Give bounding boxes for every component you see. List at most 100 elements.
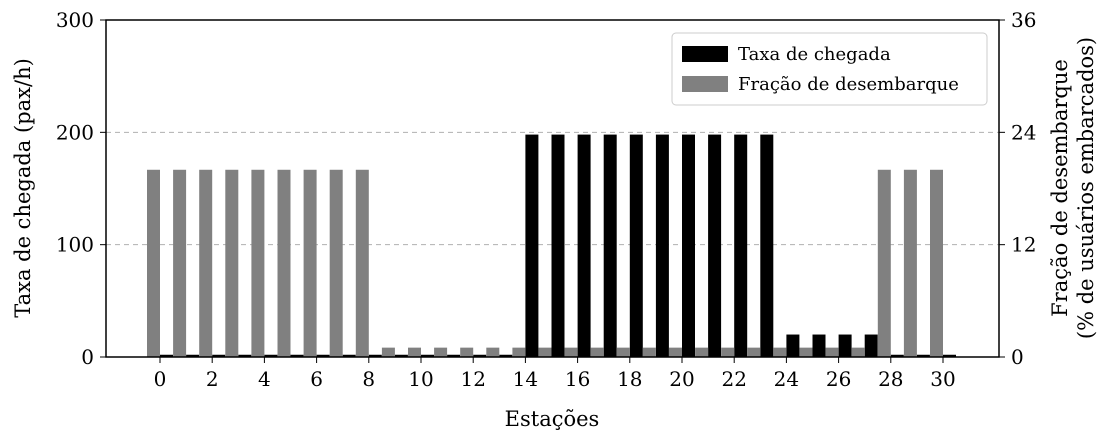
- bar-fracao-de-desembarque: [564, 347, 578, 357]
- bar-taxa-de-chegada: [551, 134, 565, 357]
- x-tick-label: 30: [930, 367, 955, 391]
- bar-taxa-de-chegada: [342, 354, 356, 357]
- bar-taxa-de-chegada: [525, 134, 539, 357]
- legend-label-taxa-de-chegada: Taxa de chegada: [738, 44, 891, 65]
- bar-fracao-de-desembarque: [460, 347, 474, 357]
- x-tick-label: 12: [460, 367, 485, 391]
- bar-taxa-de-chegada: [682, 134, 695, 357]
- y-right-tick-label: 0: [1011, 345, 1024, 369]
- bar-taxa-de-chegada: [447, 354, 461, 357]
- bar-taxa-de-chegada: [603, 134, 617, 357]
- y-axis-right-title-line1: Fração de desembarque: [1048, 59, 1072, 317]
- y-left-tick-label: 0: [81, 345, 94, 369]
- bar-taxa-de-chegada: [290, 354, 304, 357]
- x-tick-label: 8: [362, 367, 375, 391]
- x-tick-label: 14: [513, 367, 538, 391]
- legend-label-fracao-de-desembarque: Fração de desembarque: [738, 74, 959, 95]
- x-tick-label: 16: [565, 367, 590, 391]
- x-tick-label: 26: [826, 367, 851, 391]
- bar-fracao-de-desembarque: [538, 347, 552, 357]
- legend-swatch-fracao-de-desembarque: [682, 76, 728, 92]
- legend-swatch-taxa-de-chegada: [682, 46, 728, 62]
- x-tick-label: 20: [669, 367, 694, 391]
- bar-taxa-de-chegada: [708, 134, 722, 357]
- y-axis-left-ticks: 0 100 200 300: [56, 8, 106, 369]
- bar-fracao-de-desembarque: [669, 347, 682, 357]
- bar-taxa-de-chegada: [629, 134, 643, 357]
- bar-taxa-de-chegada: [916, 354, 930, 357]
- x-tick-label: 6: [310, 367, 323, 391]
- x-tick-label: 22: [721, 367, 746, 391]
- bar-taxa-de-chegada: [786, 334, 800, 357]
- y-left-tick-label: 100: [56, 233, 94, 257]
- y-left-tick-label: 300: [56, 8, 94, 32]
- y-left-tick-label: 200: [56, 120, 94, 144]
- bar-fracao-de-desembarque: [642, 347, 656, 357]
- bar-fracao-de-desembarque: [512, 347, 526, 357]
- y-right-tick-label: 36: [1011, 8, 1036, 32]
- legend-frame: [671, 32, 988, 106]
- bar-fracao-de-desembarque: [199, 169, 213, 357]
- bar-taxa-de-chegada: [473, 354, 487, 357]
- x-tick-label: 0: [154, 367, 167, 391]
- bar-fracao-de-desembarque: [486, 347, 500, 357]
- y-axis-left-title: Taxa de chegada (pax/h): [11, 58, 35, 318]
- bar-fracao-de-desembarque: [225, 169, 239, 357]
- x-tick-label: 4: [258, 367, 271, 391]
- bar-fracao-de-desembarque: [747, 347, 761, 357]
- bar-fracao-de-desembarque: [277, 169, 291, 357]
- bar-fracao-de-desembarque: [173, 169, 187, 357]
- bar-fracao-de-desembarque: [851, 347, 865, 357]
- bar-taxa-de-chegada: [421, 354, 434, 357]
- bar-taxa-de-chegada: [238, 354, 252, 357]
- bar-fracao-de-desembarque: [616, 347, 630, 357]
- bar-taxa-de-chegada: [160, 354, 173, 357]
- bar-taxa-de-chegada: [264, 354, 278, 357]
- x-tick-label: 28: [878, 367, 903, 391]
- x-tick-label: 10: [408, 367, 433, 391]
- bar-fracao-de-desembarque: [303, 169, 317, 357]
- bar-fracao-de-desembarque: [329, 169, 343, 357]
- bar-fracao-de-desembarque: [590, 347, 604, 357]
- bar-fracao-de-desembarque: [721, 347, 735, 357]
- y-axis-right-ticks: 0 12 24 36: [999, 8, 1036, 369]
- bar-taxa-de-chegada: [368, 354, 382, 357]
- bar-taxa-de-chegada: [394, 354, 408, 357]
- bar-taxa-de-chegada: [186, 354, 200, 357]
- x-tick-label: 2: [206, 367, 219, 391]
- bar-taxa-de-chegada: [577, 134, 591, 357]
- bar-fracao-de-desembarque: [930, 169, 943, 357]
- bar-fracao-de-desembarque: [381, 347, 395, 357]
- bar-fracao-de-desembarque: [825, 347, 839, 357]
- legend: Taxa de chegada Fração de desembarque: [671, 32, 988, 106]
- y-axis-right-title-line2: (% de usuários embarcados): [1074, 37, 1098, 339]
- bar-taxa-de-chegada: [655, 134, 669, 357]
- bar-taxa-de-chegada: [734, 134, 748, 357]
- y-right-tick-label: 12: [1011, 233, 1036, 257]
- bar-taxa-de-chegada: [760, 134, 774, 357]
- bar-taxa-de-chegada: [812, 334, 826, 357]
- bar-fracao-de-desembarque: [147, 169, 160, 357]
- bar-taxa-de-chegada: [316, 354, 330, 357]
- bar-fracao-de-desembarque: [773, 347, 787, 357]
- bar-taxa-de-chegada: [943, 354, 956, 357]
- bar-fracao-de-desembarque: [434, 347, 448, 357]
- bar-taxa-de-chegada: [864, 334, 878, 357]
- bar-fracao-de-desembarque: [877, 169, 891, 357]
- x-axis-ticks: 0 2 4 6 8 10 12 14 16 18 20 22 24 26 28 30: [154, 357, 956, 391]
- x-axis-title: Estações: [505, 407, 600, 431]
- x-tick-label: 24: [774, 367, 799, 391]
- bar-fracao-de-desembarque: [695, 347, 709, 357]
- plot-frame: [105, 19, 1000, 358]
- y-right-tick-label: 24: [1011, 120, 1036, 144]
- x-tick-label: 18: [617, 367, 642, 391]
- bar-taxa-de-chegada: [499, 354, 513, 357]
- bar-taxa-de-chegada: [838, 334, 852, 357]
- bar-taxa-de-chegada: [212, 354, 226, 357]
- bar-fracao-de-desembarque: [408, 347, 421, 357]
- bar-fracao-de-desembarque: [903, 169, 917, 357]
- bar-fracao-de-desembarque: [355, 169, 369, 357]
- bars-group: [147, 134, 956, 357]
- bar-taxa-de-chegada: [890, 354, 904, 357]
